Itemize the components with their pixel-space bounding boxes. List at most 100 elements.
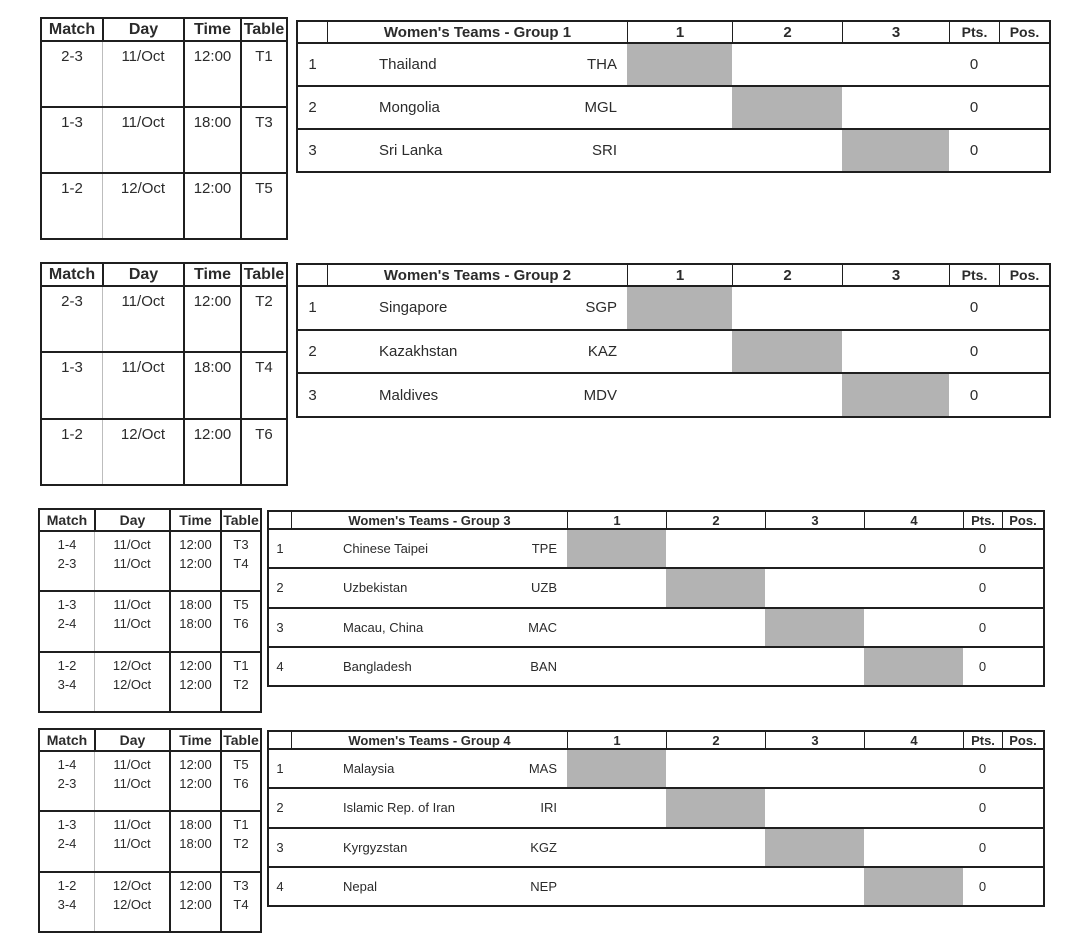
team-rank: 1 [276, 541, 284, 557]
result-cell [666, 648, 765, 685]
diagonal-cell [666, 789, 765, 827]
diagonal-cell [627, 44, 732, 85]
schedule-header-row: Match Day Time Table [40, 510, 260, 532]
group-title: Women's Teams - Group 4 [291, 732, 567, 748]
points-value: 0 [978, 800, 987, 816]
match-pairing: 2-4 [57, 616, 77, 632]
position-column-header: Pos. [999, 265, 1049, 285]
result-cell [842, 44, 949, 85]
team-cell: Bangladesh BAN [291, 648, 567, 685]
result-cell [864, 750, 963, 787]
team-rank: 3 [308, 386, 317, 404]
schedule-block: 1-2 12/Oct 12:00 T6 [42, 419, 286, 484]
match-pairing: 1-4 [57, 757, 77, 772]
match-day: 12/Oct [120, 180, 166, 197]
match-pairing: 2-3 [61, 293, 83, 310]
match-pairing: 1-2 [61, 180, 83, 197]
position-cell [1002, 829, 1043, 866]
group-title: Women's Teams - Group 2 [327, 265, 627, 285]
match-time: 12:00 [179, 776, 212, 791]
match-time: 18:00 [193, 114, 232, 131]
round-column-header: 2 [666, 512, 765, 528]
result-cell [864, 609, 963, 646]
schedule-block: 1-3 11/Oct 18:00 T4 [42, 353, 286, 420]
match-day: 11/Oct [113, 836, 151, 852]
match-pairing: 1-3 [57, 597, 77, 613]
time-column-header: Time [183, 264, 240, 285]
position-cell [1002, 530, 1043, 567]
team-name: Malaysia [343, 761, 395, 777]
team-code: MAC [528, 619, 557, 635]
result-cell [627, 331, 732, 373]
match-day: 11/Oct [113, 597, 151, 613]
result-cell [666, 609, 765, 646]
round-column-header: 1 [627, 265, 732, 285]
day-column-header: Day [94, 730, 169, 750]
match-pairing: 1-2 [57, 657, 77, 673]
match-day: 11/Oct [113, 556, 151, 571]
result-cell [666, 868, 765, 905]
group2-schedule-table: Match Day Time Table 2-3 11/Oct 12:00 T2… [40, 262, 288, 486]
standings-row: 2 Mongolia MGL 0 [298, 85, 1049, 128]
position-cell [999, 44, 1049, 85]
day-column-header: Day [102, 19, 183, 40]
match-day: 11/Oct [113, 817, 151, 833]
match-day: 12/Oct [112, 896, 152, 912]
team-code: BAN [530, 658, 557, 674]
rank-column-header [298, 265, 327, 285]
standings-row: 2 Islamic Rep. of Iran IRI 0 [269, 787, 1043, 827]
team-cell: Nepal NEP [291, 868, 567, 905]
team-cell: Macau, China MAC [291, 609, 567, 646]
schedule-block: 1-3 2-4 11/Oct 11/Oct 18:00 18:00 T5 T6 [40, 592, 260, 653]
match-table: T6 [233, 616, 249, 632]
standings-row: 2 Kazakhstan KAZ 0 [298, 328, 1049, 373]
result-cell [864, 530, 963, 567]
team-name: Macau, China [343, 619, 424, 635]
standings-row: 3 Maldives MDV 0 [298, 372, 1049, 417]
team-cell: Islamic Rep. of Iran IRI [291, 789, 567, 826]
match-time: 12:00 [193, 425, 232, 443]
time-column-header: Time [169, 510, 220, 530]
position-cell [1002, 789, 1043, 826]
match-pairing: 3-4 [57, 896, 77, 912]
standings-row: 1 Chinese Taipei TPE 0 [269, 530, 1043, 568]
position-column-header: Pos. [1002, 732, 1043, 748]
position-cell [999, 87, 1049, 128]
diagonal-cell [765, 828, 864, 866]
result-cell [864, 829, 963, 866]
schedule-block: 1-2 3-4 12/Oct 12/Oct 12:00 12:00 T3 T4 [40, 872, 260, 931]
match-time: 18:00 [193, 359, 232, 377]
schedule-block: 1-2 3-4 12/Oct 12/Oct 12:00 12:00 T1 T2 [40, 652, 260, 711]
result-cell [666, 750, 765, 787]
position-cell [1002, 648, 1043, 685]
match-table: T4 [233, 896, 249, 912]
match-time: 12:00 [179, 657, 212, 673]
schedule-block: 1-3 11/Oct 18:00 T3 [42, 108, 286, 174]
schedule-header-row: Match Day Time Table [42, 19, 286, 42]
match-time: 12:00 [179, 676, 212, 692]
team-code: IRI [540, 800, 557, 816]
group1-standings-table: Women's Teams - Group 1 1 2 3 Pts. Pos. … [296, 20, 1051, 173]
match-day: 11/Oct [113, 537, 151, 552]
match-pairing: 3-4 [57, 676, 77, 692]
diagonal-cell [666, 569, 765, 607]
match-time: 12:00 [179, 877, 212, 893]
match-column-header: Match [48, 20, 96, 38]
team-rank: 3 [308, 142, 317, 159]
team-rank: 1 [308, 56, 317, 73]
standings-row: 3 Sri Lanka SRI 0 [298, 128, 1049, 171]
result-cell [567, 789, 666, 826]
team-cell: Singapore SGP [327, 287, 627, 329]
team-cell: Uzbekistan UZB [291, 569, 567, 606]
position-cell [1002, 868, 1043, 905]
team-name: Uzbekistan [343, 580, 408, 596]
match-pairing: 1-4 [57, 537, 77, 552]
team-rank: 2 [308, 99, 317, 116]
team-cell: Kyrgyzstan KGZ [291, 829, 567, 866]
diagonal-cell [765, 608, 864, 646]
team-rank: 3 [276, 839, 284, 855]
points-value: 0 [978, 619, 987, 635]
result-cell [666, 530, 765, 567]
match-column-header: Match [46, 512, 88, 528]
round-column-header: 4 [864, 512, 963, 528]
